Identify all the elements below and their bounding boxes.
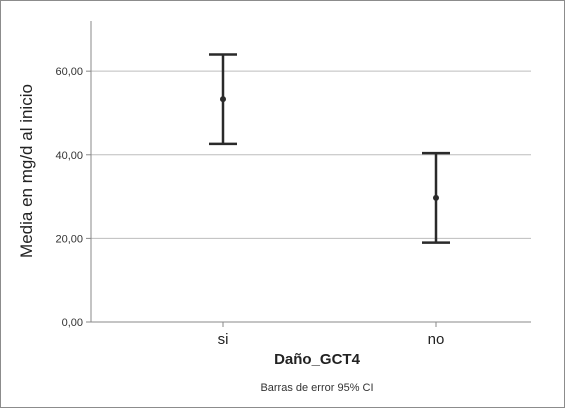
y-tick-labels: 0,00 20,00 40,00 60,00: [55, 66, 83, 329]
gridlines: [86, 70, 531, 323]
x-axis-label: Daño_GCT4: [274, 351, 361, 368]
mean-point-no: [433, 194, 439, 201]
category-label-si: si: [218, 331, 229, 348]
y-tick-label: 0,00: [62, 317, 83, 329]
mean-point-si: [220, 96, 226, 103]
y-tick-label: 40,00: [55, 150, 83, 162]
error-bars: [209, 53, 450, 327]
y-axis-label: Media en mg/d al inicio: [17, 84, 36, 258]
category-label-no: no: [428, 331, 445, 348]
y-tick-label: 60,00: [55, 66, 83, 78]
footnote: Barras de error 95% CI: [260, 382, 373, 394]
y-tick-label: 20,00: [55, 233, 83, 245]
category-labels: si no: [218, 331, 445, 348]
